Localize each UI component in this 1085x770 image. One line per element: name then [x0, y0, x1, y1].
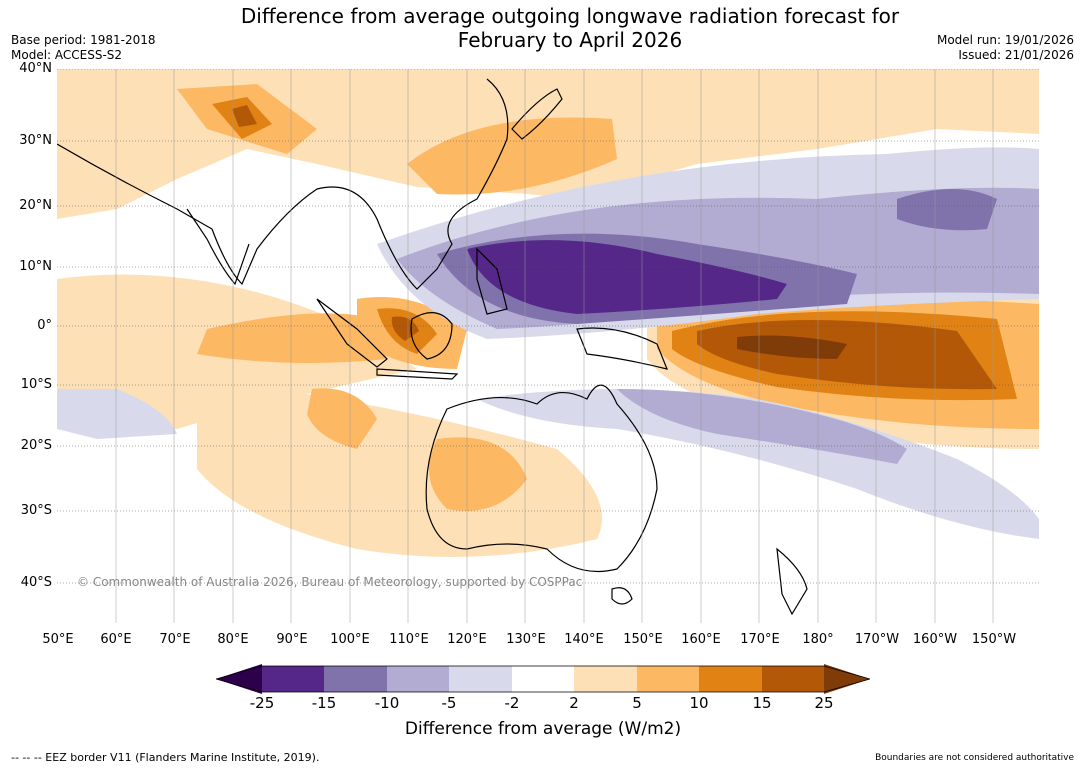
region-australia-orange: [429, 437, 527, 511]
colorbar-label: Difference from average (W/m2): [404, 719, 682, 739]
colorbar-tick-neg10: -10: [374, 694, 400, 712]
lon-label-130e: 130°E: [506, 632, 546, 647]
region-purple-south-mid: [617, 389, 907, 464]
lon-label-160w: 160°W: [912, 632, 958, 647]
colorbar-tick-neg2: -2: [504, 694, 520, 712]
coast-japan: [511, 88, 563, 140]
coast-asia: [57, 78, 509, 290]
colorbar-swatch-neg2-2: [512, 666, 574, 692]
colorbar-swatch-2-5: [574, 666, 637, 692]
lon-label-140e: 140°E: [564, 632, 604, 647]
coast-new-zealand: [776, 547, 808, 616]
anomaly-regions: [57, 69, 1039, 557]
coast-borneo: [410, 312, 453, 360]
colorbar: [216, 664, 870, 694]
colorbar-tick-2: 2: [569, 694, 579, 712]
meta-right: Model run: 19/01/2026 Issued: 21/01/2026: [937, 33, 1074, 63]
title-line-1: Difference from average outgoing longwav…: [240, 4, 900, 28]
region-china-orange: [407, 117, 617, 195]
region-borneo-darkest: [391, 316, 419, 341]
lon-gridlines: [115, 69, 994, 623]
lon-label-90e: 90°E: [276, 632, 308, 647]
region-west-australia-orange: [307, 388, 377, 449]
region-northeast-light-orange: [527, 69, 1039, 199]
base-period: Base period: 1981-2018: [11, 33, 156, 47]
region-purple-deep: [467, 240, 787, 314]
issued-date: Issued: 21/01/2026: [958, 48, 1074, 62]
meta-left: Base period: 1981-2018 Model: ACCESS-S2: [11, 33, 156, 63]
lat-label-40s: 40°S: [20, 575, 52, 590]
lon-label-60e: 60°E: [100, 632, 132, 647]
coast-india: [186, 208, 250, 286]
colorbar-swatch-neg5-neg2: [449, 666, 512, 692]
title-line-2: February to April 2026: [457, 28, 683, 52]
colorbar-tick-5: 5: [632, 694, 642, 712]
lat-label-10s: 10°S: [20, 377, 52, 392]
coastlines: [57, 78, 808, 616]
boundary-disclaimer: Boundaries are not considered authoritat…: [875, 753, 1074, 763]
lon-label-70e: 70°E: [159, 632, 191, 647]
lat-label-30s: 30°S: [20, 503, 52, 518]
colorbar-tick-neg25: -25: [249, 694, 275, 712]
colorbar-tick-neg15: -15: [311, 694, 337, 712]
region-himalaya-darkest: [232, 105, 257, 127]
colorbar-tick-25: 25: [814, 694, 834, 712]
lon-label-150e: 150°E: [623, 632, 663, 647]
lat-label-20s: 20°S: [20, 438, 52, 453]
lon-label-170e: 170°E: [740, 632, 780, 647]
anomaly-map: [57, 69, 1039, 623]
lat-label-10n: 10°N: [19, 259, 52, 274]
lat-label-0: 0°: [37, 318, 52, 333]
lon-label-80e: 80°E: [217, 632, 249, 647]
colorbar-outline: [216, 665, 870, 693]
lon-label-150w: 150°W: [971, 632, 1017, 647]
lon-label-170w: 170°W: [854, 632, 900, 647]
model-name: Model: ACCESS-S2: [11, 48, 123, 62]
lon-label-180: 180°: [802, 632, 834, 647]
colorbar-swatch-5-10: [637, 666, 699, 692]
region-pacific-darkest: [737, 335, 847, 359]
map-title: Difference from average outgoing longwav…: [0, 4, 1085, 52]
region-purple-south: [477, 389, 1039, 539]
coast-new-guinea: [576, 327, 668, 370]
lon-label-120e: 120°E: [447, 632, 487, 647]
model-run: Model run: 19/01/2026: [936, 33, 1074, 47]
coast-philippines: [476, 247, 508, 315]
colorbar-tick-15: 15: [752, 694, 772, 712]
region-australia-light-orange: [197, 379, 602, 557]
eez-border-note: -- -- -- EEZ border V11 (Flanders Marine…: [11, 751, 320, 764]
lon-label-110e: 110°E: [389, 632, 429, 647]
region-purple-mid-east: [897, 189, 997, 231]
lat-label-30n: 30°N: [19, 133, 52, 148]
colorbar-swatch-neg15-neg10: [324, 666, 387, 692]
lon-label-50e: 50°E: [42, 632, 74, 647]
colorbar-swatch-neg25-neg15: [262, 666, 324, 692]
coast-sumatra: [316, 298, 388, 368]
colorbar-tick-10: 10: [689, 694, 709, 712]
coast-australia: [425, 384, 658, 573]
colorbar-swatch-15-25: [762, 666, 824, 692]
colorbar-swatch-10-15: [699, 666, 762, 692]
coast-tasmania: [611, 587, 633, 605]
copyright-notice: © Commonwealth of Australia 2026, Bureau…: [77, 575, 583, 589]
colorbar-swatch-neg10-neg5: [387, 666, 449, 692]
colorbar-tick-neg5: -5: [441, 694, 457, 712]
lat-label-40n: 40°N: [19, 61, 52, 76]
lon-label-100e: 100°E: [330, 632, 370, 647]
coast-java: [376, 368, 459, 380]
colorbar-swatch-gt-25: [824, 664, 870, 694]
lon-label-160e: 160°E: [681, 632, 721, 647]
colorbar-swatch-lt-neg25: [216, 664, 262, 694]
region-indian-purple-light: [57, 389, 177, 439]
lat-label-20n: 20°N: [19, 198, 52, 213]
